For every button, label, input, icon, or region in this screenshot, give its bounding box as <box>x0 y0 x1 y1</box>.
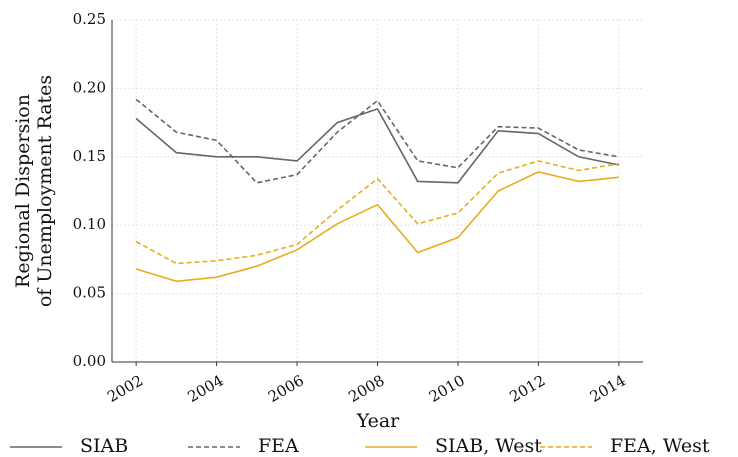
x-axis-label: Year <box>356 410 400 432</box>
y-tick-label: 0.25 <box>73 10 106 28</box>
line <box>135 160 619 265</box>
line <box>135 98 619 184</box>
y-axis-label: of Unemployment Rates <box>34 75 56 307</box>
x-tick-label: 2006 <box>265 371 307 406</box>
y-tick-label: 0.15 <box>73 147 106 165</box>
line <box>135 171 619 283</box>
x-tick-label: 2008 <box>345 371 387 406</box>
x-tick-label: 2002 <box>104 371 146 406</box>
legend-label: SIAB <box>80 435 128 457</box>
x-tick-label: 2010 <box>426 371 468 406</box>
legend-label: SIAB, West <box>435 435 542 457</box>
x-tick-label: 2012 <box>506 371 548 406</box>
y-tick-label: 0.00 <box>73 352 106 370</box>
legend-label: FEA <box>258 435 299 457</box>
line <box>135 107 620 184</box>
y-tick-label: 0.05 <box>73 284 106 302</box>
y-tick-label: 0.20 <box>73 78 106 96</box>
x-tick-label: 2004 <box>185 371 227 406</box>
y-tick-label: 0.10 <box>73 215 106 233</box>
x-tick-label: 2014 <box>587 371 629 406</box>
y-axis-label: Regional Dispersion <box>12 94 34 288</box>
legend-label: FEA, West <box>610 435 710 457</box>
